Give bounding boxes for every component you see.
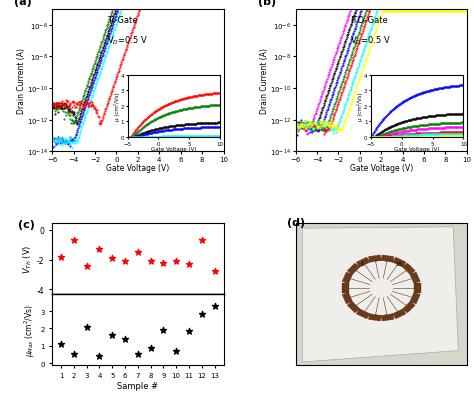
Point: [147, 258, 155, 265]
Point: [121, 336, 129, 342]
Point: [160, 327, 167, 334]
Text: V$_D$=0.5 V: V$_D$=0.5 V: [350, 34, 392, 47]
Point: [57, 341, 65, 347]
Point: [185, 328, 193, 334]
Y-axis label: $\mu_{Max}$ (cm$^2$/Vs): $\mu_{Max}$ (cm$^2$/Vs): [23, 303, 37, 356]
Point: [173, 348, 180, 354]
Polygon shape: [381, 255, 394, 263]
Point: [198, 311, 206, 317]
Point: [185, 261, 193, 267]
Text: 15: 15: [395, 261, 402, 267]
Point: [147, 345, 155, 352]
Point: [96, 246, 103, 253]
Y-axis label: Drain Current (A): Drain Current (A): [260, 48, 269, 114]
X-axis label: Sample #: Sample #: [117, 381, 158, 390]
Polygon shape: [342, 272, 353, 284]
Polygon shape: [410, 272, 420, 284]
Polygon shape: [302, 227, 458, 362]
Text: 1: 1: [361, 261, 364, 267]
Polygon shape: [368, 255, 382, 263]
Polygon shape: [392, 309, 406, 319]
Polygon shape: [414, 283, 420, 293]
Polygon shape: [368, 314, 382, 321]
Polygon shape: [381, 314, 394, 321]
Point: [211, 269, 219, 275]
Text: ITO-Gate: ITO-Gate: [350, 16, 388, 25]
Point: [211, 303, 219, 309]
Point: [96, 353, 103, 359]
Point: [134, 249, 142, 256]
Polygon shape: [356, 257, 370, 267]
Point: [83, 263, 91, 269]
Point: [198, 237, 206, 244]
Point: [173, 258, 180, 265]
Text: (a): (a): [14, 0, 32, 7]
Text: Ti-Gate: Ti-Gate: [107, 16, 137, 25]
Polygon shape: [410, 293, 420, 304]
Polygon shape: [347, 302, 360, 313]
Y-axis label: $V_{Th}$ (V): $V_{Th}$ (V): [22, 244, 34, 273]
Y-axis label: Drain Current (A): Drain Current (A): [17, 48, 26, 114]
Polygon shape: [402, 263, 415, 275]
Polygon shape: [347, 263, 360, 275]
Polygon shape: [402, 302, 415, 313]
Point: [134, 351, 142, 358]
Polygon shape: [342, 293, 353, 304]
Text: V$_D$=0.5 V: V$_D$=0.5 V: [107, 34, 148, 47]
X-axis label: Gate Voltage (V): Gate Voltage (V): [349, 164, 413, 172]
X-axis label: Gate Voltage (V): Gate Voltage (V): [106, 164, 170, 172]
Point: [121, 258, 129, 265]
Text: (c): (c): [18, 219, 35, 229]
Point: [160, 260, 167, 266]
Point: [70, 351, 78, 358]
Point: [70, 237, 78, 244]
Point: [109, 332, 116, 339]
Polygon shape: [356, 309, 370, 319]
Polygon shape: [342, 283, 349, 293]
Text: (d): (d): [287, 217, 305, 227]
Polygon shape: [392, 257, 406, 267]
Point: [109, 255, 116, 261]
Text: (b): (b): [258, 0, 276, 7]
Point: [83, 324, 91, 330]
Point: [57, 254, 65, 260]
